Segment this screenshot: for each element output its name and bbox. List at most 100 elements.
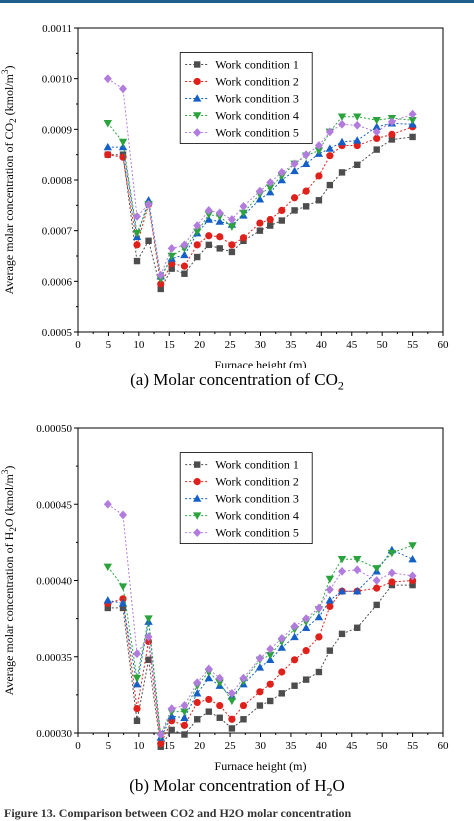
co2-series-1-point xyxy=(302,203,310,210)
h2o-series-5-point xyxy=(353,565,362,575)
h2o-series-5-point xyxy=(277,634,286,643)
h2o-legend-marker xyxy=(194,461,201,468)
h2o-y-tick-label: 0.00040 xyxy=(36,576,72,588)
co2-legend-marker xyxy=(193,77,201,86)
h2o-series-1-point xyxy=(409,581,416,589)
h2o-series-5-point xyxy=(144,632,153,642)
h2o-series-3-point xyxy=(314,612,324,621)
h2o-series-5-point xyxy=(387,568,396,578)
h2o-series-2-point xyxy=(119,595,127,603)
h2o-x-tick-label: 35 xyxy=(285,740,297,752)
h2o-series-1-point xyxy=(181,731,188,738)
chart-co2-concentration: 0 5 10 15 20 25 30 35 40 45 50 55 60 0.0005 0.0006 0.00… xyxy=(0,23,449,368)
h2o-series-5-point xyxy=(239,673,248,683)
co2-series-5-point xyxy=(387,117,396,127)
co2-x-tick-label: 40 xyxy=(316,339,328,351)
co2-series-2-point xyxy=(315,172,323,180)
h2o-series-2-point xyxy=(315,633,323,641)
co2-series-5-point xyxy=(338,119,347,129)
h2o-series-5-point xyxy=(338,566,347,576)
co2-x-tick-label: 50 xyxy=(377,339,389,351)
caption-b: (b) Molar concentration of H2O xyxy=(0,776,474,799)
h2o-x-axis-label: Furnace height (m) xyxy=(215,759,307,773)
h2o-series-5-point xyxy=(156,730,165,739)
h2o-series-3-point xyxy=(255,663,265,671)
h2o-series-2-point xyxy=(133,705,141,713)
co2-series-1-point xyxy=(373,146,380,153)
co2-series-4-point xyxy=(132,230,142,238)
co2-series-5-point xyxy=(180,240,189,250)
co2-x-tick-label: 30 xyxy=(255,339,267,351)
co2-series-2-point xyxy=(302,187,310,195)
co2-series-4-point xyxy=(118,138,128,147)
caption-a-text: (a) Molar concentration of CO xyxy=(130,370,338,389)
h2o-x-tick-label: 5 xyxy=(106,740,112,752)
co2-series-2-point xyxy=(266,215,274,224)
h2o-legend-marker xyxy=(193,494,202,502)
co2-series-2-point xyxy=(193,241,201,249)
h2o-series-3-point xyxy=(193,689,202,697)
h2o-y-tick-label: 0.00030 xyxy=(36,728,72,740)
co2-legend-marker xyxy=(193,112,202,120)
co2-series-2-point xyxy=(157,280,165,288)
co2-legend-marker xyxy=(193,128,202,137)
co2-series-3-point xyxy=(118,142,128,151)
co2-series-1-point xyxy=(157,285,164,293)
h2o-series-1-point xyxy=(302,676,310,683)
co2-series-3-line xyxy=(107,122,413,278)
co2-series-1-point xyxy=(194,253,201,261)
co2-series-5-point xyxy=(103,74,112,84)
co2-y-tick-label: 0.0009 xyxy=(42,124,73,136)
caption-b-text: (b) Molar concentration of H xyxy=(129,776,327,795)
h2o-series-1-point xyxy=(354,624,361,631)
h2o-series-2-point xyxy=(278,668,286,676)
co2-series-4-point xyxy=(337,113,347,121)
co2-series-3-point xyxy=(372,122,381,130)
co2-series-1-point xyxy=(256,227,264,234)
h2o-legend-marker xyxy=(193,528,202,537)
co2-series-1-point xyxy=(133,257,141,265)
h2o-legend-label: Work condition 5 xyxy=(215,526,299,540)
co2-x-tick-label: 45 xyxy=(346,339,358,351)
co2-series-1-point xyxy=(291,207,298,214)
co2-y-axis-label: Average molar concentration of CO2 (kmol… xyxy=(0,65,18,294)
h2o-series-2-point xyxy=(239,701,248,710)
h2o-series-4-point xyxy=(372,565,381,573)
co2-series-3-point xyxy=(180,250,189,259)
co2-series-1-point xyxy=(168,265,175,272)
h2o-series-4-point xyxy=(353,555,362,564)
caption-b-sub: 2 xyxy=(326,784,333,799)
h2o-y-axis-label: Average molar concentration of H2O (kmol… xyxy=(0,466,18,696)
co2-legend: Work condition 1 Work condition 2 Work con… xyxy=(179,52,313,144)
co2-series-1-point xyxy=(354,161,361,168)
h2o-series-4-point xyxy=(180,708,189,716)
h2o-x-tick-label: 15 xyxy=(164,740,176,752)
co2-series-2-point xyxy=(388,130,396,138)
h2o-series-4-point xyxy=(408,542,417,550)
co2-x-tick-label: 0 xyxy=(75,339,81,351)
h2o-legend-label: Work condition 2 xyxy=(215,475,299,489)
h2o-series-4-line xyxy=(107,544,413,739)
co2-x-tick-label: 55 xyxy=(407,339,419,351)
h2o-series-1-point xyxy=(338,630,346,638)
co2-series-1-point xyxy=(388,136,396,143)
h2o-legend: Work condition 1 Work condition 2 Work con… xyxy=(179,452,313,544)
co2-series-2-point xyxy=(180,262,189,270)
h2o-series-5-point xyxy=(372,576,381,585)
co2-series-2-point xyxy=(104,151,112,159)
co2-series-3-point xyxy=(290,166,299,175)
co2-series-2-point xyxy=(290,194,299,202)
co2-legend-label: Work condition 2 xyxy=(215,74,299,88)
co2-series-2-point xyxy=(228,241,236,249)
co2-series-3-point xyxy=(353,136,362,144)
h2o-series-3-point xyxy=(180,713,189,721)
co2-series-3-point xyxy=(325,144,335,152)
h2o-series-5-point xyxy=(180,701,189,710)
co2-series-3-point xyxy=(301,159,311,167)
co2-x-tick-label: 5 xyxy=(106,339,112,351)
co2-series-4-point xyxy=(408,117,417,125)
co2-y-tick-label: 0.0005 xyxy=(42,327,73,339)
co2-series-2-point xyxy=(205,232,213,240)
h2o-series-4-point xyxy=(227,697,237,706)
h2o-series-4-point xyxy=(118,583,128,591)
